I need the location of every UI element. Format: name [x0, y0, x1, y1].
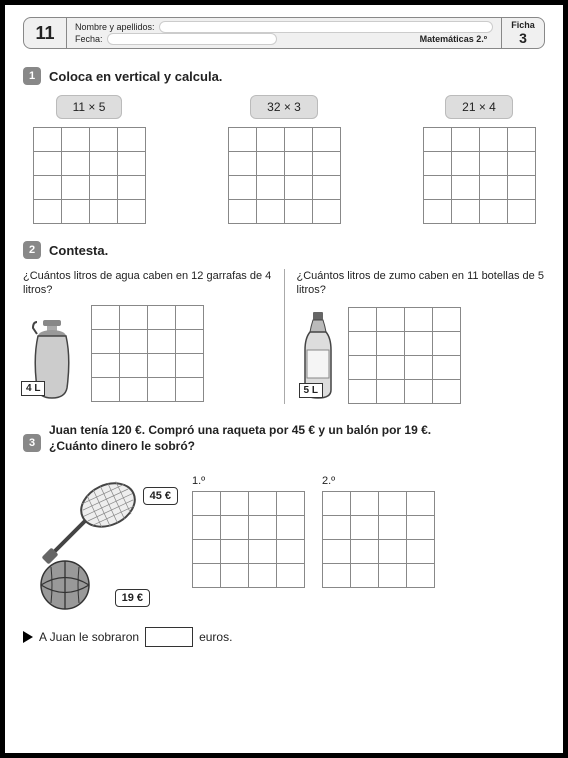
question-1: ¿Cuántos litros de agua caben en 12 garr… [23, 269, 272, 298]
work-grid-q1[interactable] [91, 306, 203, 402]
section-1-badge: 1 [23, 67, 41, 85]
section-2-title: Contesta. [49, 243, 108, 258]
section-1: 1 Coloca en vertical y calcula. 11 × 5 3… [23, 67, 545, 223]
expression-3: 21 × 4 [445, 95, 513, 119]
answer-pre: A Juan le sobraron [39, 630, 139, 644]
section-3: 3 Juan tenía 120 €. Compró una raqueta p… [23, 422, 545, 648]
triangle-icon [23, 631, 33, 643]
work-grid-q2[interactable] [349, 308, 461, 404]
answer-post: euros. [199, 630, 232, 644]
header-fields: Nombre y apellidos: Fecha: Matemáticas 2… [67, 17, 501, 49]
bottle-icon: 5 L [297, 306, 339, 404]
work-grid-step1[interactable] [192, 491, 304, 587]
unit-number: 11 [23, 17, 67, 49]
step-1-label: 1.º [192, 475, 304, 487]
section-2-badge: 2 [23, 241, 41, 259]
bottle-capacity: 5 L [299, 383, 323, 398]
illustration: 45 € 19 € [23, 475, 178, 615]
answer-box[interactable] [145, 627, 193, 647]
subject-label: Matemáticas 2.º [420, 34, 493, 44]
worksheet-header: 11 Nombre y apellidos: Fecha: Matemática… [23, 17, 545, 49]
name-label: Nombre y apellidos: [75, 22, 155, 32]
jug-capacity: 4 L [21, 381, 45, 396]
work-grid-1[interactable] [33, 127, 145, 223]
expression-1: 11 × 5 [56, 95, 123, 119]
work-grid-2[interactable] [228, 127, 340, 223]
ficha-box: Ficha 3 [501, 17, 545, 49]
date-input[interactable] [107, 33, 278, 45]
question-2: ¿Cuántos litros de zumo caben en 11 bote… [297, 269, 546, 298]
name-input[interactable] [159, 21, 493, 33]
date-label: Fecha: [75, 34, 103, 44]
section-3-title: Juan tenía 120 €. Compró una raqueta por… [49, 422, 469, 456]
step-2-label: 2.º [322, 475, 434, 487]
section-2: 2 Contesta. ¿Cuántos litros de agua cabe… [23, 241, 545, 404]
racket-price: 45 € [143, 487, 178, 505]
divider [284, 269, 285, 404]
ficha-number: 3 [519, 30, 527, 46]
work-grid-3[interactable] [423, 127, 535, 223]
expression-2: 32 × 3 [250, 95, 318, 119]
section-1-title: Coloca en vertical y calcula. [49, 69, 222, 84]
work-grid-step2[interactable] [322, 491, 434, 587]
ball-price: 19 € [115, 589, 150, 607]
jug-icon: 4 L [23, 314, 81, 402]
ficha-label: Ficha [511, 20, 535, 30]
section-3-badge: 3 [23, 434, 41, 452]
